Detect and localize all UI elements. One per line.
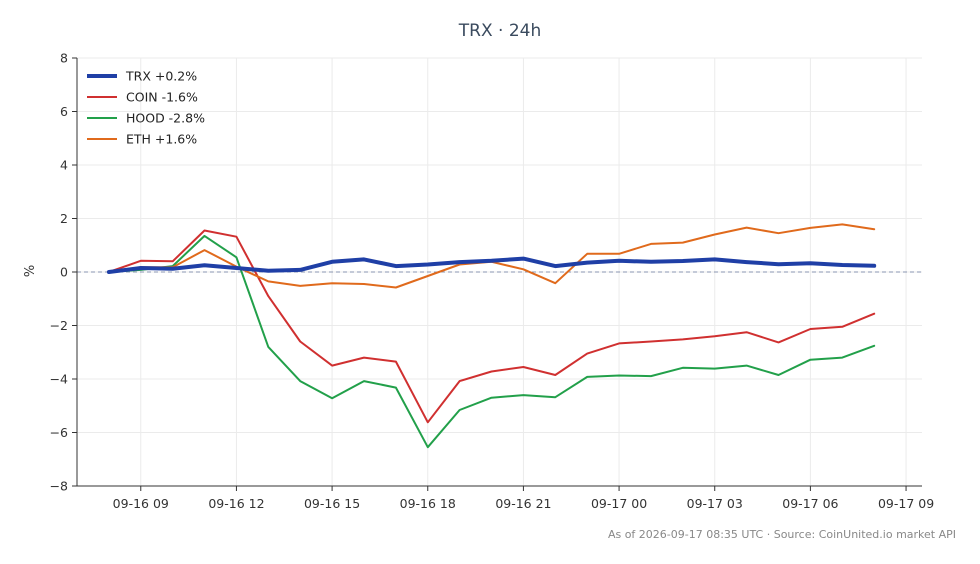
x-tick-label: 09-17 00 bbox=[591, 496, 647, 511]
x-tick-label: 09-16 18 bbox=[400, 496, 456, 511]
footnote: As of 2026-09-17 08:35 UTC · Source: Coi… bbox=[608, 528, 956, 541]
legend-label: HOOD -2.8% bbox=[126, 111, 205, 126]
y-tick-label: 0 bbox=[60, 265, 68, 280]
y-tick-label: −6 bbox=[50, 425, 68, 440]
y-tick-label: 8 bbox=[60, 51, 68, 66]
series-line-0 bbox=[106, 256, 877, 274]
x-tick-label: 09-17 09 bbox=[878, 496, 934, 511]
y-axis-label: % bbox=[23, 265, 38, 277]
y-tick-label: 4 bbox=[60, 158, 68, 173]
y-tick-label: 6 bbox=[60, 104, 68, 119]
series-line-1 bbox=[107, 229, 876, 424]
series-line-2 bbox=[107, 234, 876, 449]
y-tick-label: −8 bbox=[50, 479, 68, 494]
x-tick-label: 09-17 03 bbox=[687, 496, 743, 511]
x-tick-label: 09-16 21 bbox=[495, 496, 551, 511]
series-lines bbox=[106, 223, 877, 449]
legend-label: TRX +0.2% bbox=[125, 69, 197, 84]
x-tick-label: 09-16 15 bbox=[304, 496, 360, 511]
legend-label: COIN -1.6% bbox=[126, 90, 198, 105]
axes: −8 −6 −4 −2 0 2 4 6 8 09-16 09 09-16 12 09-16 15 09-… bbox=[50, 51, 935, 512]
y-tick-label: −4 bbox=[50, 372, 68, 387]
y-tick-label: −2 bbox=[50, 318, 68, 333]
legend-label: ETH +1.6% bbox=[126, 132, 197, 147]
x-tick-label: 09-17 06 bbox=[782, 496, 838, 511]
legend: TRX +0.2% COIN -1.6% HOOD -2.8% ETH +1.6% bbox=[87, 69, 205, 147]
grid bbox=[77, 57, 922, 487]
x-tick-label: 09-16 09 bbox=[113, 496, 169, 511]
chart-title: TRX · 24h bbox=[458, 21, 541, 41]
x-tick-label: 09-16 12 bbox=[208, 496, 264, 511]
y-tick-label: 2 bbox=[60, 211, 68, 226]
